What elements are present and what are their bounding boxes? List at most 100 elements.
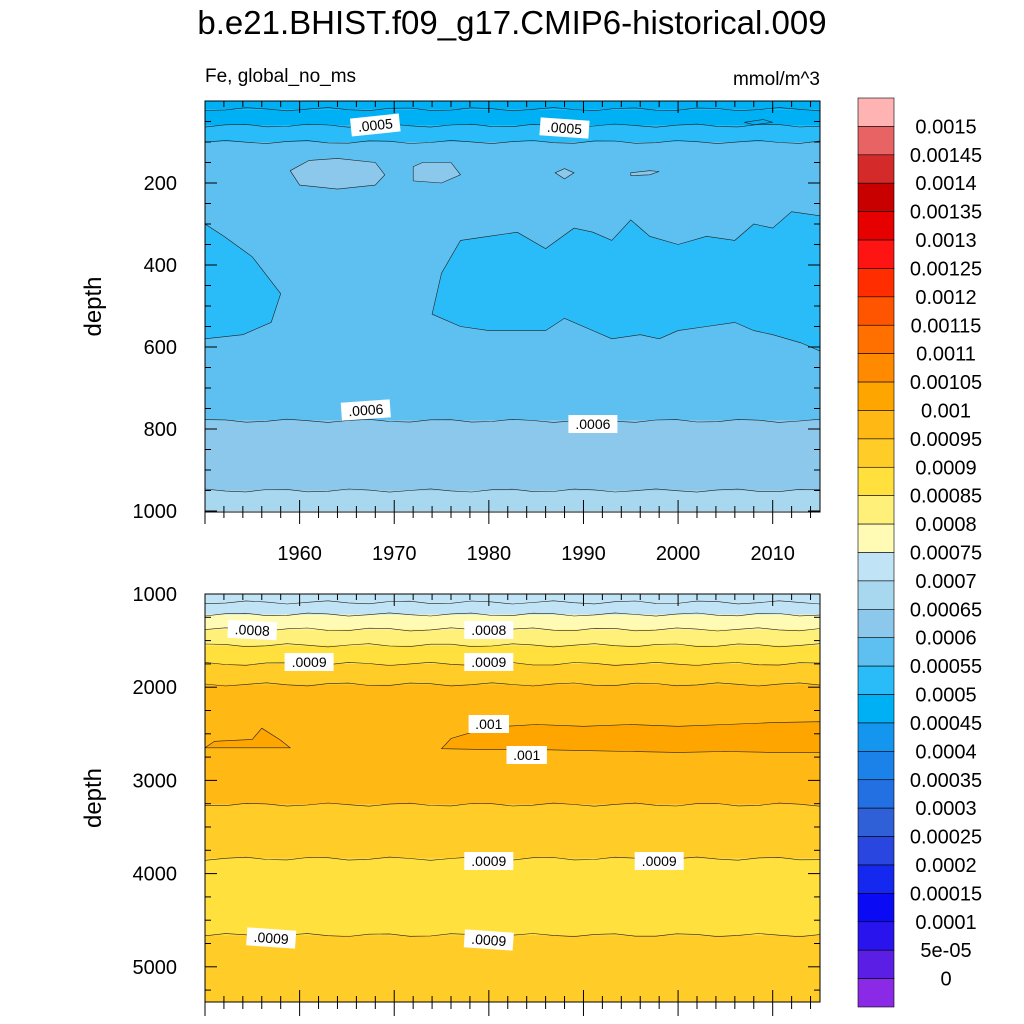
contour-label-text: .0009 — [253, 929, 289, 947]
units-label: mmol/m^3 — [733, 69, 820, 90]
colorbar-label: 0.0006 — [915, 628, 976, 650]
contour-region — [289, 158, 386, 190]
colorbar-label: 0.00145 — [910, 145, 982, 167]
contour-label-text: .0009 — [471, 931, 507, 949]
contour-label-text: .001 — [513, 747, 540, 763]
colorbar-label: 0.00075 — [910, 543, 982, 565]
colorbar-swatch — [857, 353, 895, 383]
contour-band — [205, 594, 820, 603]
colorbar-label: 0.00085 — [910, 486, 982, 508]
y-tick-label: 200 — [144, 173, 177, 195]
plot-area — [205, 101, 820, 511]
contour-label-text: .0005 — [546, 119, 582, 137]
colorbar-label: 0.0015 — [915, 116, 976, 138]
colorbar-swatch — [857, 211, 895, 241]
colorbar-label: 0.0005 — [915, 685, 976, 707]
y-tick-label: 1000 — [133, 501, 178, 523]
plot-frame — [204, 593, 821, 1003]
contour-band — [205, 490, 820, 511]
colorbar-label: 0.00115 — [911, 315, 982, 337]
colorbar-label: 0.00065 — [910, 599, 982, 621]
contour-region — [744, 119, 773, 126]
y-axis-label: depth — [80, 276, 107, 336]
colorbar-label: 0.00105 — [910, 372, 982, 394]
colorbar-swatch — [857, 807, 895, 837]
colorbar-swatch — [857, 296, 895, 326]
colorbar-label: 0.00095 — [910, 429, 982, 451]
colorbar-swatch — [857, 864, 895, 894]
contour-label: .0005 — [349, 113, 401, 137]
contour-band — [205, 602, 820, 615]
contour-line — [205, 643, 820, 648]
contour-label-text: .0008 — [471, 622, 506, 638]
colorbar-label: 0.0008 — [915, 514, 976, 536]
y-tick-label: 800 — [144, 419, 177, 441]
contour-label: .0009 — [246, 927, 297, 949]
colorbar-label: 0.00045 — [910, 713, 982, 735]
colorbar-label: 0.0012 — [915, 287, 976, 309]
contour-line — [205, 682, 820, 687]
contour-label-bg — [468, 715, 509, 733]
colorbar-swatch — [857, 239, 895, 269]
contour-line — [205, 802, 820, 807]
y-tick-label: 3000 — [133, 770, 178, 792]
colorbar-swatch — [857, 324, 895, 354]
contour-label: .0009 — [464, 852, 514, 870]
contour-label: .0008 — [464, 621, 514, 639]
y-tick-label: 400 — [144, 255, 177, 277]
contour-label-bg — [539, 117, 590, 139]
contour-label: .0008 — [227, 619, 278, 641]
contour-region — [205, 223, 282, 340]
contour-label: .0009 — [464, 653, 514, 671]
colorbar-swatch — [857, 410, 895, 440]
contour-label-bg — [464, 621, 514, 639]
contour-line — [205, 612, 820, 617]
colorbar-label: 0.00035 — [910, 770, 982, 792]
contour-label: .0009 — [634, 852, 684, 870]
x-tick-label: 1960 — [277, 543, 322, 565]
x-tick-label: 2000 — [656, 543, 701, 565]
contour-label: .0009 — [284, 653, 334, 671]
contour-label: .0009 — [463, 929, 514, 951]
contour-line — [205, 600, 820, 605]
contour-label-text: .0006 — [348, 401, 384, 419]
colorbar-label: 0.00135 — [910, 202, 982, 224]
colorbar-swatch — [857, 495, 895, 525]
colorbar-swatch — [857, 722, 895, 752]
contour-band — [205, 125, 820, 142]
contour-band — [205, 804, 820, 859]
colorbar-swatch — [857, 466, 895, 496]
colorbar-swatch — [857, 779, 895, 809]
contour-label-bg — [246, 927, 297, 949]
y-tick-label: 2000 — [133, 677, 178, 699]
contour-label-bg — [634, 852, 684, 870]
colorbar-swatch — [857, 580, 895, 610]
colorbar-label: 0.001 — [921, 400, 971, 422]
contour-label-bg — [340, 399, 391, 421]
colorbar-label: 0 — [940, 969, 951, 991]
contour-label-text: .0009 — [642, 853, 677, 869]
contour-band — [205, 858, 820, 936]
contour-label: .001 — [468, 715, 509, 733]
y-tick-label: 1000 — [133, 584, 178, 606]
contour-line — [205, 488, 820, 493]
x-tick-label: 2010 — [750, 543, 795, 565]
contour-line — [205, 140, 820, 144]
contour-label-text: .0005 — [357, 115, 394, 135]
contour-label-bg — [284, 653, 334, 671]
contour-region — [554, 168, 575, 180]
lower-panel: 1000 2000 3000 4000 5000 depth .0008 .0008 .0009… — [80, 584, 821, 1016]
colorbar-swatch — [857, 552, 895, 582]
colorbar-swatch — [857, 921, 895, 951]
colorbar-swatch — [857, 523, 895, 553]
contour-label-text: .0006 — [575, 416, 610, 432]
contour-label-bg — [464, 852, 514, 870]
colorbar-swatch — [857, 637, 895, 667]
contour-region — [440, 721, 820, 753]
colorbar: 0.0015 0.00145 0.0014 0.00135 0.0013 0.00125 0… — [857, 97, 982, 1008]
colorbar-swatch — [857, 893, 895, 923]
y-axis-label: depth — [80, 768, 107, 828]
colorbar-swatch — [857, 949, 895, 979]
colorbar-swatch — [857, 97, 895, 127]
